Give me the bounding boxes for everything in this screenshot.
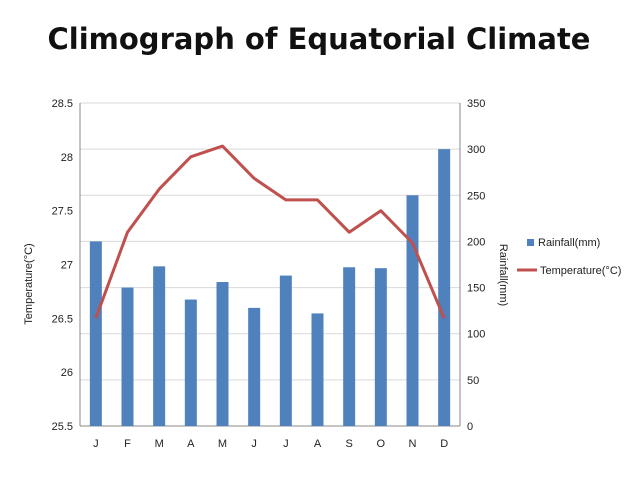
rainfall-bar [121,287,134,426]
left-tick-label: 27 [61,260,73,272]
rainfall-bar [374,268,387,426]
page-title: Climograph of Equatorial Climate [47,22,591,56]
rainfall-bar [153,266,166,426]
right-tick-label: 100 [467,329,485,341]
rainfall-bar [248,307,261,426]
rainfall-bar [279,275,292,426]
right-tick-label: 200 [467,236,485,248]
rainfall-bars [89,149,451,426]
x-tick-label: A [187,438,195,450]
x-tick-label: M [155,438,164,450]
rainfall-bar [89,241,102,426]
x-tick-label: J [93,438,99,450]
rainfall-bar [311,313,324,426]
grid-layer [79,102,461,427]
x-tick-label: S [345,438,352,450]
rainfall-bar [216,282,229,426]
x-tick-label: J [251,438,257,450]
right-tick-label: 150 [467,283,485,295]
right-tick-label: 0 [467,421,473,433]
left-tick-label: 28 [61,152,73,164]
left-tick-label: 28.5 [52,98,73,110]
rainfall-bar [184,299,197,426]
left-tick-label: 26 [61,367,73,379]
right-tick-label: 300 [467,144,485,156]
right-axis-title: Rainfall(mm) [497,244,509,306]
right-axis-ticks: 0 50 100 150 200 250 300 350 [467,98,485,433]
legend-temperature-label: Temperature(°C) [540,265,621,277]
legend: Rainfall(mm) Temperature(°C) [517,237,621,277]
x-tick-label: N [409,438,417,450]
left-tick-label: 26.5 [52,313,73,325]
x-tick-label: A [314,438,322,450]
left-axis-ticks: 25.5 26 26.5 27 27.5 28 28.5 [52,98,73,433]
rainfall-bar [438,149,451,426]
rainfall-bar [343,267,356,426]
rainfall-bar [406,195,419,426]
legend-rainfall-swatch [527,239,534,246]
legend-rainfall-label: Rainfall(mm) [538,237,600,249]
right-tick-label: 350 [467,98,485,110]
x-tick-label: F [124,438,131,450]
x-tick-label: J [283,438,289,450]
left-tick-label: 25.5 [52,421,73,433]
temperature-line-layer [94,144,446,319]
right-tick-label: 250 [467,190,485,202]
x-tick-label: D [440,438,448,450]
right-tick-label: 50 [467,375,479,387]
x-tick-label: M [218,438,227,450]
temperature-line [94,144,446,319]
x-tick-label: O [377,438,386,450]
left-tick-label: 27.5 [52,206,73,218]
left-axis-title: Temperature(°C) [23,243,35,324]
